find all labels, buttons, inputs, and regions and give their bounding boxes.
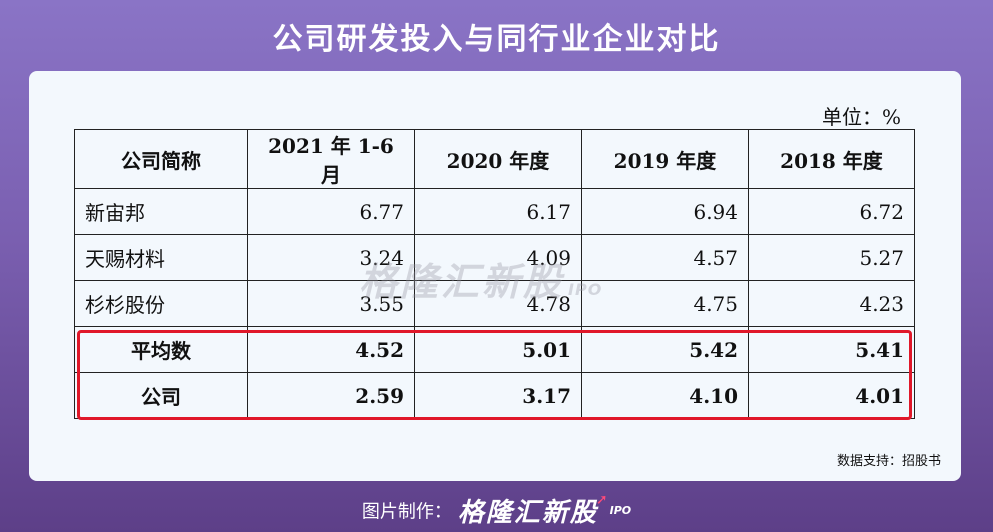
table-cell: 6.17 <box>414 188 582 235</box>
column-header-2020: 2020 年度 <box>414 129 582 189</box>
table-cell: 2.59 <box>247 372 415 419</box>
table-cell: 5.27 <box>748 234 915 281</box>
average-row: 平均数 4.52 5.01 5.42 5.41 <box>74 326 915 373</box>
table-row: 天赐材料 3.24 4.09 4.57 5.27 <box>74 234 915 281</box>
watermark-brand: 格隆汇新股 <box>359 260 565 304</box>
source-note: 数据支持：招股书 <box>836 454 941 469</box>
table-row: 杉杉股份 3.55 4.78 4.75 4.23 <box>74 280 915 327</box>
table-row: 新宙邦 6.77 6.17 6.94 6.72 <box>74 188 915 235</box>
unit-label: 单位：% <box>821 105 901 129</box>
table-cell: 3.17 <box>414 372 582 419</box>
row-company-label: 公司 <box>74 372 248 419</box>
watermark-suffix: IPO <box>568 280 603 299</box>
footer-brand-logo: 格隆汇新股 <box>457 498 598 528</box>
comparison-table: 公司简称 2021 年 1-6 月 2020 年度 2019 年度 2018 年… <box>74 129 915 419</box>
footer-brand-suffix: IPO <box>609 504 632 517</box>
row-company-name: 天赐材料 <box>74 234 248 281</box>
column-header-company: 公司简称 <box>74 129 248 189</box>
table-cell: 5.01 <box>414 326 582 373</box>
row-average-label: 平均数 <box>74 326 248 373</box>
table-cell: 4.23 <box>748 280 915 327</box>
table-cell: 4.01 <box>748 372 915 419</box>
table-cell: 4.78 <box>414 280 582 327</box>
footer: 图片制作： 格隆汇新股➚IPO <box>0 492 993 529</box>
table-card: 单位：% 公司简称 2021 年 1-6 月 2020 年度 2019 年度 2… <box>29 71 961 481</box>
footer-made-by: 图片制作： <box>361 501 452 523</box>
table-cell: 5.41 <box>748 326 915 373</box>
table-cell: 6.94 <box>581 188 749 235</box>
table-header-row: 公司简称 2021 年 1-6 月 2020 年度 2019 年度 2018 年… <box>74 129 915 189</box>
table-cell: 5.42 <box>581 326 749 373</box>
row-company-name: 杉杉股份 <box>74 280 248 327</box>
watermark: 格隆汇新股 IPO <box>359 251 602 306</box>
table-cell: 4.52 <box>247 326 415 373</box>
row-company-name: 新宙邦 <box>74 188 248 235</box>
column-header-2021h1: 2021 年 1-6 月 <box>247 129 415 189</box>
column-header-2019: 2019 年度 <box>581 129 749 189</box>
table-cell: 4.10 <box>581 372 749 419</box>
company-row: 公司 2.59 3.17 4.10 4.01 <box>74 372 915 419</box>
table-cell: 3.24 <box>247 234 415 281</box>
table-cell: 6.72 <box>748 188 915 235</box>
column-header-2018: 2018 年度 <box>748 129 915 189</box>
table-cell: 4.09 <box>414 234 582 281</box>
trend-arrow-icon: ➚ <box>595 492 608 508</box>
table-cell: 4.75 <box>581 280 749 327</box>
table-cell: 4.57 <box>581 234 749 281</box>
page-title: 公司研发投入与同行业企业对比 <box>272 22 721 57</box>
table-cell: 6.77 <box>247 188 415 235</box>
